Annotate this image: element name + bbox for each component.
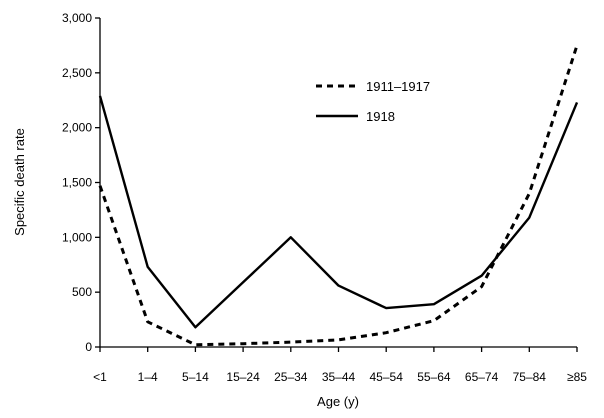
x-axis-title: Age (y)	[317, 394, 359, 409]
series-line-1918	[98, 95, 579, 329]
x-tick-label: 5–14	[182, 370, 209, 384]
legend: 1911–1917 1918	[316, 79, 430, 124]
x-tick-label: 25–34	[274, 370, 308, 384]
y-axis-title: Specific death rate	[12, 128, 27, 236]
x-tick-label: 45–54	[370, 370, 404, 384]
series-line-1911-1917	[98, 44, 579, 347]
y-tick-label: 0	[85, 340, 92, 354]
x-tick-label: 15–24	[226, 370, 260, 384]
x-tick-label: 35–44	[322, 370, 356, 384]
x-tick-label: 75–84	[513, 370, 547, 384]
y-tick-label: 1,000	[62, 230, 92, 244]
x-tick-label: ≥85	[567, 370, 587, 384]
legend-label: 1918	[366, 109, 395, 124]
x-tick-label: 1–4	[138, 370, 158, 384]
y-tick-label: 2,000	[62, 121, 92, 135]
y-axis: 0 500 1,000 1,500 2,000 2,500 3,000	[62, 11, 101, 354]
y-tick-label: 2,500	[62, 66, 92, 80]
y-tick-label: 3,000	[62, 11, 92, 25]
x-tick-label: <1	[93, 370, 107, 384]
y-tick-label: 500	[72, 285, 92, 299]
x-axis: <1 1–4 5–14 15–24 25–34 35–44 45–54 55–64 65–74 7…	[93, 346, 587, 384]
y-tick-label: 1,500	[62, 176, 92, 190]
x-tick-label: 55–64	[417, 370, 451, 384]
series-layer	[98, 44, 579, 347]
x-tick-label: 65–74	[465, 370, 499, 384]
legend-label: 1911–1917	[366, 79, 430, 94]
